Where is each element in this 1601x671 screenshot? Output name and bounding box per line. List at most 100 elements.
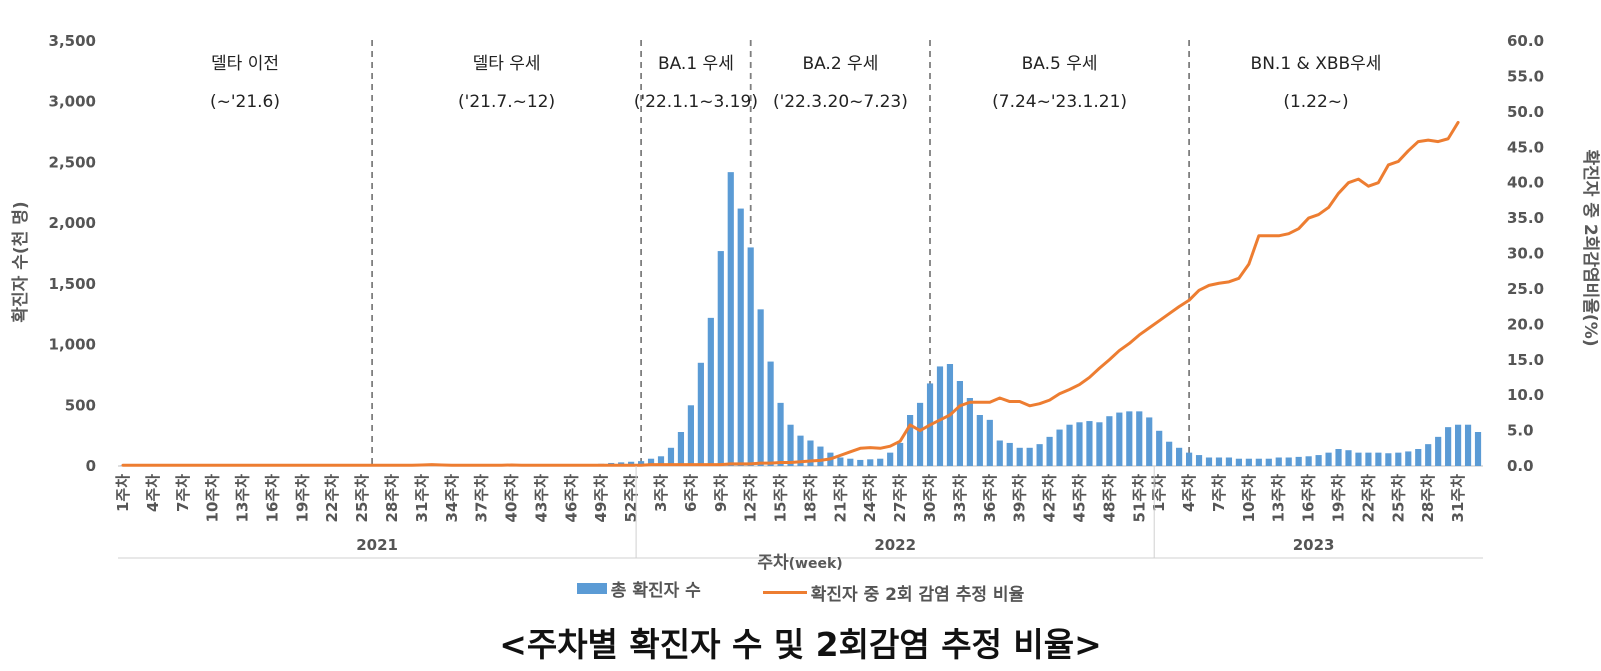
bar-week-133	[1435, 436, 1442, 466]
bar-week-131	[1415, 449, 1422, 466]
x-tick-label: 49주차	[592, 474, 610, 523]
x-tick-label: 25주차	[1389, 474, 1407, 523]
bar-week-137	[1474, 432, 1482, 466]
bar-week-120	[1305, 456, 1312, 466]
x-tick-label: 33주차	[951, 474, 969, 523]
left-tick-label: 1,500	[49, 275, 96, 293]
bar-week-132	[1425, 444, 1432, 466]
bar-week-65	[757, 309, 764, 466]
bar-week-88	[986, 419, 993, 466]
variant-period-range: (~'21.6)	[210, 92, 280, 112]
bar-week-74	[847, 458, 854, 466]
variant-period-name: BA.5 우세	[1022, 54, 1098, 74]
bar-week-122	[1325, 452, 1332, 466]
x-axis-title-main: 주차	[757, 553, 789, 573]
legend-label-ratio: 확진자 중 2회 감염 추정 비율	[810, 585, 1025, 605]
left-tick-label: 3,500	[49, 32, 96, 50]
variant-period-name: BA.2 우세	[802, 54, 878, 74]
bar-week-124	[1345, 450, 1352, 466]
x-tick-label: 6주차	[682, 474, 700, 512]
right-tick-label: 40.0	[1507, 174, 1544, 192]
bar-week-115	[1255, 458, 1262, 466]
bar-week-85	[956, 381, 964, 466]
x-tick-label: 10주차	[1240, 474, 1258, 523]
bar-week-97	[1076, 422, 1083, 466]
bar-week-86	[966, 398, 973, 466]
bar-week-80	[907, 415, 914, 466]
x-tick-label: 40주차	[503, 474, 521, 523]
bar-week-109	[1195, 455, 1203, 466]
bar-week-123	[1335, 449, 1342, 466]
legend-item-ratio: 확진자 중 2회 감염 추정 비율	[762, 580, 1025, 605]
right-tick-label: 30.0	[1507, 245, 1544, 263]
bar-week-129	[1395, 452, 1402, 466]
left-tick-label: 0	[86, 457, 96, 475]
legend: 총 확진자 수 확진자 중 2회 감염 추정 비율	[0, 576, 1601, 605]
bar-week-71	[817, 446, 824, 466]
year-label: 2022	[874, 536, 916, 554]
x-tick-label: 13주차	[234, 474, 252, 523]
right-tick-label: 0.0	[1507, 457, 1534, 475]
x-tick-label: 42주차	[1041, 474, 1059, 523]
bar-week-98	[1086, 421, 1093, 466]
x-tick-label: 4주차	[144, 474, 162, 512]
legend-line-swatch	[762, 591, 807, 594]
x-tick-label: 1주차	[1150, 474, 1168, 512]
x-tick-label: 28주차	[383, 474, 401, 523]
x-tick-label: 9주차	[712, 474, 730, 512]
bar-week-113	[1235, 458, 1242, 466]
variant-period-range: (7.24~'23.1.21)	[992, 92, 1127, 112]
left-tick-label: 500	[65, 396, 96, 414]
bar-week-81	[916, 402, 924, 466]
x-tick-label: 48주차	[1100, 474, 1118, 523]
left-tick-label: 2,500	[49, 153, 96, 171]
x-tick-label: 37주차	[473, 474, 491, 523]
bar-week-108	[1185, 452, 1193, 466]
variant-period-range: ('22.1.1~3.19)	[634, 92, 758, 112]
bar-week-116	[1265, 458, 1272, 466]
x-tick-label: 36주차	[981, 474, 999, 523]
x-tick-label: 16주차	[263, 474, 281, 523]
bar-week-66	[767, 361, 774, 466]
x-tick-label: 22주차	[323, 474, 341, 523]
bar-week-127	[1375, 452, 1382, 466]
bar-week-68	[787, 424, 794, 466]
x-tick-label: 34주차	[443, 474, 461, 523]
bar-week-134	[1445, 427, 1452, 466]
bar-week-69	[797, 435, 804, 466]
bar-week-60	[707, 317, 714, 466]
x-tick-label: 19주차	[293, 474, 311, 523]
x-tick-label: 25주차	[353, 474, 371, 523]
x-tick-label: 43주차	[532, 474, 550, 523]
bar-week-118	[1285, 457, 1292, 466]
x-tick-label: 18주차	[802, 474, 820, 523]
variant-period-labels: 델타 이전 (~'21.6) 델타 우세 ('21.7.~12) BA.1 우세 ('22…	[210, 54, 1381, 112]
page-title: <주차별 확진자 수 및 2회감염 추정 비율>	[499, 625, 1102, 664]
bar-week-56	[667, 447, 675, 466]
left-tick-label: 3,000	[49, 93, 96, 111]
x-tick-label: 31주차	[413, 474, 431, 523]
bar-series-cases	[119, 172, 1482, 466]
bar-week-70	[807, 440, 814, 466]
x-axis-week-ticks: 1주차 4주차 7주차 10주차 13주차 16주차 19주차 22주차 25주차 28주차 31주…	[114, 474, 1467, 523]
x-tick-label: 12주차	[742, 474, 760, 523]
bar-week-55	[657, 456, 665, 466]
x-tick-label: 4주차	[1180, 474, 1198, 512]
bar-week-64	[747, 247, 754, 466]
variant-period-range: ('21.7.~12)	[458, 92, 555, 112]
x-tick-label: 46주차	[562, 474, 580, 523]
variant-period-range: ('22.3.20~7.23)	[773, 92, 908, 112]
right-tick-label: 20.0	[1507, 315, 1544, 333]
x-tick-label: 30주차	[921, 474, 939, 523]
bar-week-53	[638, 461, 645, 466]
bar-week-79	[897, 442, 904, 466]
left-tick-label: 2,000	[49, 214, 96, 232]
legend-item-cases: 총 확진자 수	[576, 576, 701, 601]
right-tick-label: 50.0	[1507, 103, 1544, 121]
x-tick-label: 7주차	[174, 474, 192, 512]
bar-week-110	[1205, 457, 1213, 466]
right-axis-title: 확진자 중 2회감염비율(%)	[1580, 150, 1600, 347]
bar-week-114	[1245, 458, 1252, 466]
x-tick-label: 24주차	[861, 474, 879, 523]
x-tick-label: 7주차	[1210, 474, 1228, 512]
